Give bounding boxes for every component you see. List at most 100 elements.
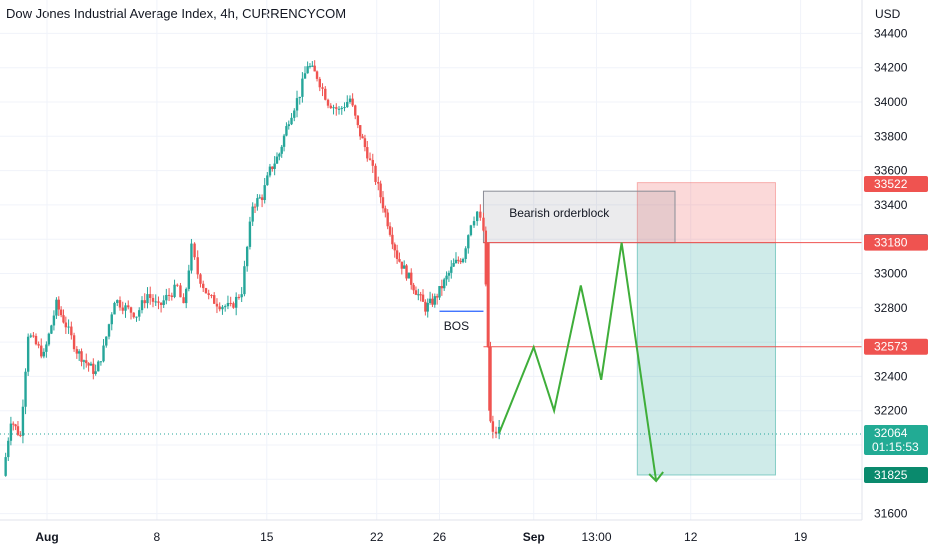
candle-body [37, 344, 40, 346]
candle-body [484, 230, 488, 285]
candle-body [282, 135, 286, 147]
price-tag-bg [864, 234, 928, 251]
candle-body [438, 286, 441, 298]
candle-body [218, 306, 221, 310]
candle-body [313, 65, 316, 72]
x-tick-label: Aug [35, 530, 58, 544]
candle-body [143, 300, 146, 304]
candle-body [52, 315, 56, 326]
candle-body [196, 257, 199, 275]
candle-body [157, 301, 160, 303]
candle-body [295, 98, 299, 111]
candle-body [260, 197, 264, 201]
candle-body [343, 107, 346, 109]
currency-label: USD [875, 7, 901, 21]
candle-body [16, 426, 20, 435]
candle-body [240, 294, 243, 298]
order-block-label: Bearish orderblock [509, 206, 610, 220]
candle-body [497, 426, 501, 434]
y-tick-label: 33800 [874, 129, 908, 143]
candle-body [187, 270, 191, 289]
candle-body [193, 243, 196, 258]
candle-body [99, 361, 103, 363]
candle-body [414, 290, 418, 295]
price-axis: 31600 32200 32400 32800 33000 33400 33600 33800… [874, 26, 908, 520]
candle-body [351, 98, 354, 106]
candle-body [428, 298, 432, 303]
candle-body [132, 312, 135, 318]
target-zone [636, 242, 776, 476]
candle-body [32, 335, 35, 337]
candle-body [213, 295, 216, 304]
candle-body [461, 258, 465, 263]
candle-body [402, 265, 406, 269]
candle-body [223, 306, 227, 308]
candle-body [110, 314, 113, 325]
candle-body [29, 335, 32, 337]
candle-body [116, 300, 119, 303]
x-tick-label: 12 [684, 530, 698, 544]
candle-drop-2 [488, 346, 492, 411]
candle-body [363, 138, 367, 148]
candle-body [40, 345, 43, 357]
candle-body [308, 65, 312, 67]
candle-body [311, 65, 314, 67]
candle-body [467, 235, 470, 249]
candle-body [450, 266, 453, 273]
candle-body [234, 296, 238, 308]
candle-body [21, 406, 25, 436]
candle-body [12, 423, 15, 425]
candle-body [24, 371, 27, 407]
candle-body [412, 284, 415, 291]
candle-body [440, 286, 444, 289]
candle-body [354, 105, 357, 116]
candle-body [70, 326, 73, 336]
candle-body [445, 275, 448, 280]
price-tag-label: 33522 [874, 177, 908, 191]
candle-body [173, 284, 176, 297]
x-tick-label: 15 [260, 530, 274, 544]
candle-body [77, 351, 81, 354]
candle-body [251, 206, 254, 222]
candle-body [271, 166, 274, 169]
candle-body [55, 299, 58, 316]
candle-body [67, 326, 70, 328]
candle-body [226, 302, 230, 307]
candle-body [82, 360, 86, 362]
candle-body [118, 300, 122, 308]
candle-body [85, 360, 88, 364]
candle-body [202, 283, 205, 289]
candle-body [421, 294, 425, 302]
candle-body [221, 306, 224, 310]
candle-body [377, 181, 380, 184]
candle-body [273, 163, 276, 169]
candle-body [26, 336, 30, 372]
price-tag-label: 31825 [874, 468, 908, 482]
candle-body [204, 288, 208, 294]
candle-body [472, 221, 476, 226]
candle-body [301, 78, 304, 97]
candles [4, 60, 501, 477]
candle-body [162, 300, 165, 305]
candle-body [190, 243, 193, 271]
y-tick-label: 31600 [874, 507, 908, 521]
price-tag-label: 32064 [874, 426, 908, 440]
candle-body [332, 107, 335, 109]
price-tag-bg [864, 338, 928, 355]
candle-body [59, 309, 63, 316]
candle-body [199, 274, 202, 284]
candle-body [491, 421, 495, 432]
candle-body [62, 315, 65, 323]
candle-body [405, 265, 408, 279]
candle-body [335, 107, 338, 109]
candle-body [107, 324, 111, 337]
candle-body [424, 301, 427, 312]
candle-body [407, 272, 411, 279]
candle-body [464, 248, 467, 259]
bos-label: BOS [444, 319, 469, 333]
candle-body [426, 302, 429, 312]
candle-body [176, 284, 179, 286]
candle-body [245, 246, 249, 267]
candle-body [113, 302, 116, 315]
